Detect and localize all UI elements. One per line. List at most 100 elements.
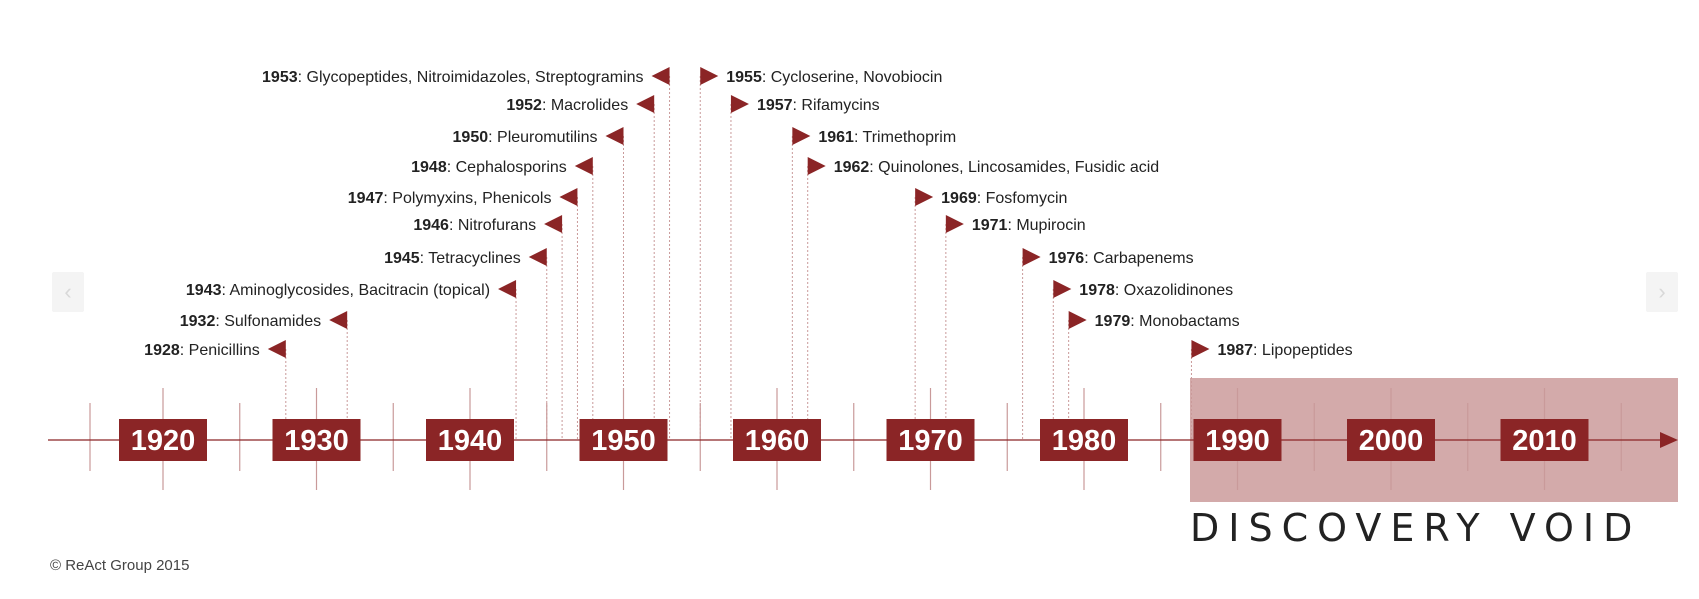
event-label: 1953: Glycopeptides, Nitroimidazoles, St…	[262, 69, 644, 86]
event-colon: :	[854, 129, 863, 146]
event-class: Rifamycins	[801, 97, 879, 114]
event-label: 1948: Cephalosporins	[411, 159, 567, 176]
event-colon: :	[383, 190, 392, 207]
event-year: 1957	[757, 97, 793, 114]
event-colon: :	[1253, 342, 1262, 359]
event-colon: :	[215, 313, 224, 330]
event-1945: 1945: Tetracyclines	[384, 248, 547, 267]
decade-badge-box	[1500, 419, 1589, 461]
event-colon: :	[977, 190, 986, 207]
event-label: 1952: Macrolides	[506, 97, 628, 114]
event-marker-icon	[636, 95, 655, 113]
event-year: 1950	[453, 129, 489, 146]
event-1978: 1978: Oxazolidinones	[1053, 280, 1233, 299]
decade-badge-2000: 2000	[1347, 419, 1435, 461]
event-label: 1950: Pleuromutilins	[453, 129, 598, 146]
decade-badge-box	[733, 419, 821, 461]
event-label: 1928: Penicillins	[144, 342, 260, 359]
decade-badge-box	[1347, 419, 1435, 461]
event-1928: 1928: Penicillins	[144, 340, 286, 359]
decade-badge-2010: 2010	[1500, 419, 1589, 461]
event-1987: 1987: Lipopeptides	[1191, 340, 1353, 359]
event-1962: 1962: Quinolones, Lincosamides, Fusidic …	[807, 157, 1160, 176]
event-class: Cephalosporins	[456, 159, 567, 176]
event-class: Lipopeptides	[1262, 342, 1353, 359]
event-colon: :	[221, 282, 229, 299]
decade-badge-box	[579, 419, 668, 461]
event-year: 1961	[818, 129, 854, 146]
event-marker-icon	[730, 95, 749, 113]
discovery-void-label: DISCOVERY VOID	[1190, 506, 1642, 550]
decade-badge-1960: 1960	[733, 419, 821, 461]
event-colon: :	[447, 159, 456, 176]
event-label: 1945: Tetracyclines	[384, 250, 521, 267]
event-label: 1971: Mupirocin	[972, 217, 1086, 234]
event-year: 1947	[348, 190, 384, 207]
decade-label: 2000	[1359, 425, 1424, 457]
event-label: 1979: Monobactams	[1095, 313, 1240, 330]
event-marker-icon	[700, 67, 719, 85]
event-class: Penicillins	[189, 342, 260, 359]
event-year: 1962	[834, 159, 870, 176]
decade-badge-1970: 1970	[886, 419, 975, 461]
decade-label: 1940	[438, 425, 503, 457]
decade-badge-box	[886, 419, 975, 461]
event-label: 1969: Fosfomycin	[941, 190, 1067, 207]
event-colon: :	[488, 129, 497, 146]
event-marker-icon	[574, 157, 593, 175]
decade-label: 1980	[1052, 425, 1117, 457]
event-marker-icon	[807, 157, 826, 175]
event-marker-icon	[267, 340, 286, 358]
event-year: 1976	[1049, 250, 1085, 267]
event-label: 1978: Oxazolidinones	[1079, 282, 1233, 299]
event-colon: :	[1007, 217, 1016, 234]
event-colon: :	[869, 159, 878, 176]
decade-badge-box	[426, 419, 514, 461]
event-class: Trimethoprim	[863, 129, 957, 146]
event-class: Glycopeptides, Nitroimidazoles, Streptog…	[307, 69, 644, 86]
event-1969: 1969: Fosfomycin	[915, 188, 1067, 207]
event-marker-icon	[792, 127, 811, 145]
next-slide-button[interactable]: ›	[1646, 272, 1678, 312]
event-label: 1957: Rifamycins	[757, 97, 880, 114]
event-class: Monobactams	[1139, 313, 1240, 330]
event-1948: 1948: Cephalosporins	[411, 157, 593, 176]
event-class: Mupirocin	[1016, 217, 1085, 234]
chevron-left-icon: ‹	[64, 279, 72, 304]
event-label: 1946: Nitrofurans	[413, 217, 536, 234]
event-label: 1932: Sulfonamides	[180, 313, 321, 330]
decade-badge-1950: 1950	[579, 419, 668, 461]
event-class: Cycloserine, Novobiocin	[771, 69, 943, 86]
event-label: 1962: Quinolones, Lincosamides, Fusidic …	[834, 159, 1160, 176]
event-class: Fosfomycin	[986, 190, 1068, 207]
event-colon: :	[1130, 313, 1139, 330]
decade-label: 2010	[1512, 425, 1577, 457]
event-class: Macrolides	[551, 97, 628, 114]
event-year: 1955	[726, 69, 762, 86]
event-1971: 1971: Mupirocin	[945, 215, 1086, 234]
event-label: 1947: Polymyxins, Phenicols	[348, 190, 552, 207]
event-marker-icon	[1053, 280, 1072, 298]
event-colon: :	[542, 97, 551, 114]
event-year: 1979	[1095, 313, 1131, 330]
decade-label: 1990	[1205, 425, 1270, 457]
event-1947: 1947: Polymyxins, Phenicols	[348, 188, 578, 207]
event-marker-icon	[528, 248, 547, 266]
previous-slide-button[interactable]: ‹	[52, 272, 84, 312]
decade-badge-box	[272, 419, 361, 461]
event-class: Oxazolidinones	[1124, 282, 1233, 299]
decade-badge-box	[1193, 419, 1282, 461]
decade-label: 1930	[284, 425, 349, 457]
event-label: 1943: Aminoglycosides, Bacitracin (topic…	[186, 282, 490, 299]
event-1950: 1950: Pleuromutilins	[453, 127, 624, 146]
event-class: Sulfonamides	[224, 313, 321, 330]
decade-badge-1980: 1980	[1040, 419, 1128, 461]
event-1976: 1976: Carbapenems	[1022, 248, 1194, 267]
decade-badge-box	[119, 419, 207, 461]
event-class: Aminoglycosides, Bacitracin (topical)	[230, 282, 491, 299]
event-colon: :	[793, 97, 802, 114]
decade-badge-1990: 1990	[1193, 419, 1282, 461]
event-label: 1976: Carbapenems	[1049, 250, 1194, 267]
event-marker-icon	[559, 188, 578, 206]
decade-label: 1970	[898, 425, 963, 457]
